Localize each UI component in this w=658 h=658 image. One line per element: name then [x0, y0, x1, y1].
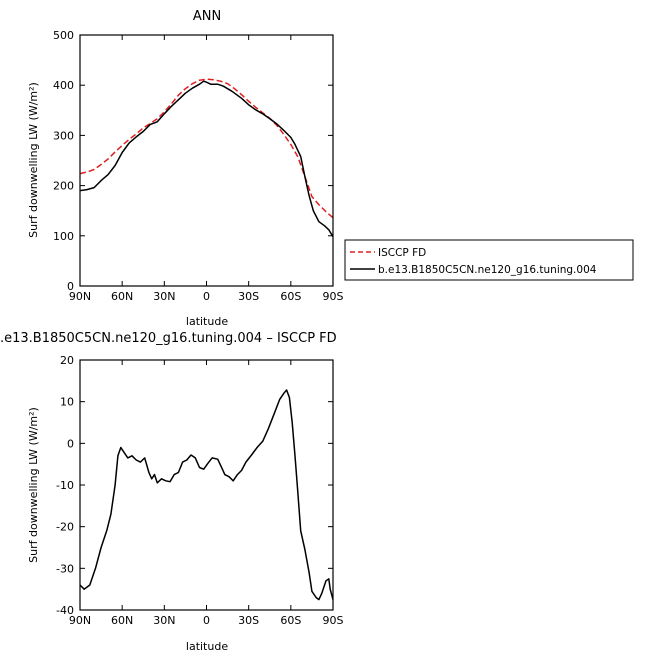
top-y-tick-label: 200: [53, 180, 74, 193]
top-x-tick-label: 60N: [111, 290, 133, 303]
top-series-line-1: [79, 80, 334, 238]
top-y-tick-label: 500: [53, 29, 74, 42]
bottom-x-tick-label: 30N: [153, 614, 175, 627]
chart-bottom-y-axis-label: Surf downwelling LW (W/m²): [27, 407, 40, 563]
legend-label-isccp: ISCCP FD: [378, 247, 426, 259]
bottom-y-tick-label: -30: [56, 562, 74, 575]
bottom-y-tick-label: -10: [56, 479, 74, 492]
bottom-y-tick-label: -20: [56, 521, 74, 534]
bottom-series-line-0: [79, 389, 334, 601]
bottom-x-tick-label: 60S: [280, 614, 301, 627]
chart-bottom-title: .e13.B1850C5CN.ne120_g16.tuning.004 – IS…: [0, 331, 337, 346]
top-y-tick-label: 300: [53, 129, 74, 142]
bottom-y-tick-label: 0: [67, 437, 74, 450]
top-x-tick-label: 30S: [238, 290, 259, 303]
top-series-line-0: [79, 78, 334, 219]
chart-bottom-plot-frame: [79, 359, 334, 611]
bottom-x-tick-label: 30S: [238, 614, 259, 627]
top-x-tick-label: 60S: [280, 290, 301, 303]
bottom-x-tick-label: 0: [203, 614, 210, 627]
top-y-tick-label: 0: [67, 280, 74, 293]
top-x-tick-label: 90S: [323, 290, 344, 303]
bottom-x-tick-label: 60N: [111, 614, 133, 627]
top-y-tick-label: 100: [53, 230, 74, 243]
legend: ISCCP FD b.e13.B1850C5CN.ne120_g16.tunin…: [344, 239, 634, 281]
chart-bottom-x-axis-label: latitude: [186, 640, 228, 653]
top-y-tick-label: 400: [53, 79, 74, 92]
chart-top-plot-frame: [79, 34, 334, 287]
legend-box: [344, 239, 634, 281]
bottom-y-tick-label: -40: [56, 604, 74, 617]
bottom-x-tick-label: 90S: [323, 614, 344, 627]
bottom-y-tick-label: 20: [60, 354, 74, 367]
top-x-tick-label: 90N: [69, 290, 91, 303]
bottom-x-tick-label: 90N: [69, 614, 91, 627]
chart-top-y-axis-label: Surf downwelling LW (W/m²): [27, 82, 40, 238]
chart-top-title: ANN: [193, 9, 221, 24]
top-x-tick-label: 0: [203, 290, 210, 303]
legend-label-model: b.e13.B1850C5CN.ne120_g16.tuning.004: [378, 264, 597, 276]
chart-top-x-axis-label: latitude: [186, 315, 228, 328]
top-x-tick-label: 30N: [153, 290, 175, 303]
chart-top: ANN Surf downwelling LW (W/m²) latitude …: [27, 9, 344, 328]
bottom-y-tick-label: 10: [60, 396, 74, 409]
chart-bottom: .e13.B1850C5CN.ne120_g16.tuning.004 – IS…: [0, 331, 344, 653]
